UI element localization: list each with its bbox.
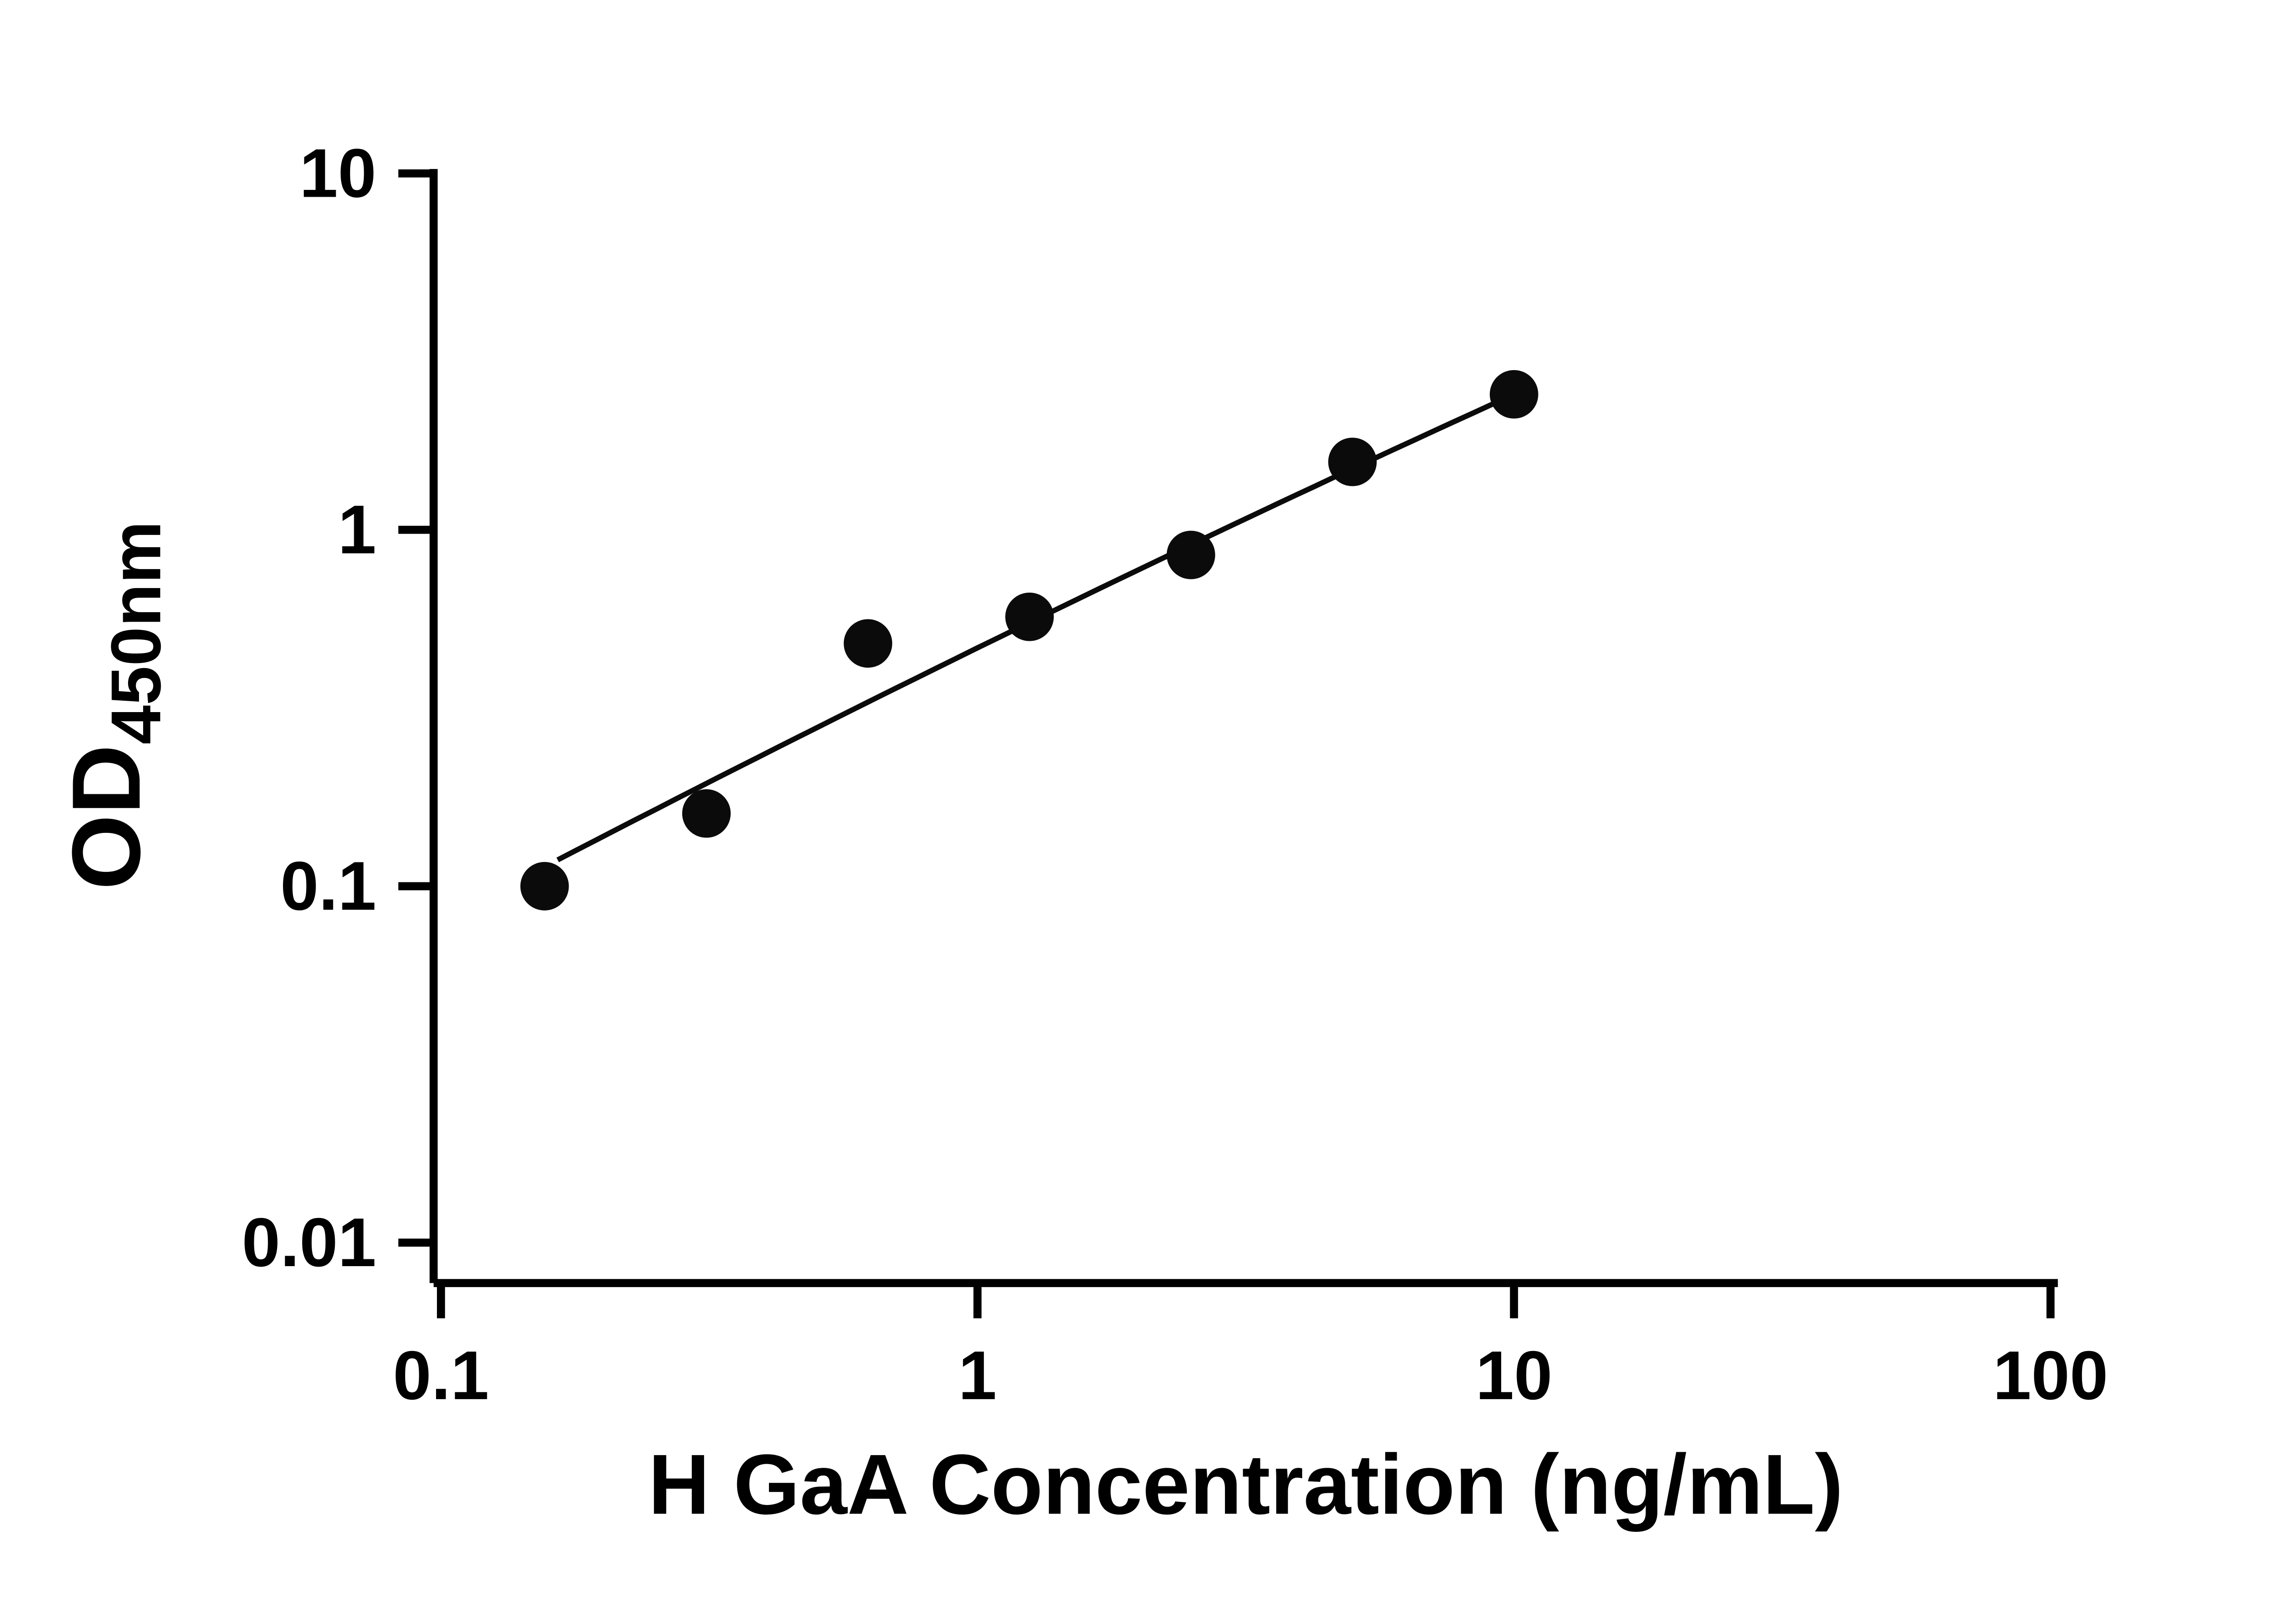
tick-marks: [398, 169, 2055, 1318]
x-tick-label: 1: [958, 1337, 997, 1414]
y-axis-label-subscript: 450nm: [96, 521, 175, 744]
x-tick-label: 100: [1993, 1337, 2108, 1414]
y-tick-label: 0.01: [242, 1204, 376, 1281]
data-point: [1005, 592, 1054, 641]
data-point: [843, 619, 893, 668]
axes: [429, 169, 2058, 1287]
data-point: [1328, 437, 1377, 486]
data-point: [1166, 530, 1215, 579]
data-point: [682, 789, 731, 838]
y-axis-label-main: OD: [52, 744, 160, 890]
y-tick-label: 10: [299, 135, 376, 212]
data-points: [520, 370, 1538, 911]
y-tick-label: 0.1: [280, 847, 376, 925]
x-tick-label: 10: [1476, 1337, 1552, 1414]
data-point: [1489, 370, 1538, 419]
x-axis-label: H GaA Concentration (ng/mL): [648, 1436, 1843, 1532]
y-axis-label: OD450nm: [52, 521, 175, 890]
x-tick-label: 0.1: [393, 1337, 489, 1414]
data-point: [520, 862, 569, 911]
y-tick-label: 1: [338, 491, 377, 568]
